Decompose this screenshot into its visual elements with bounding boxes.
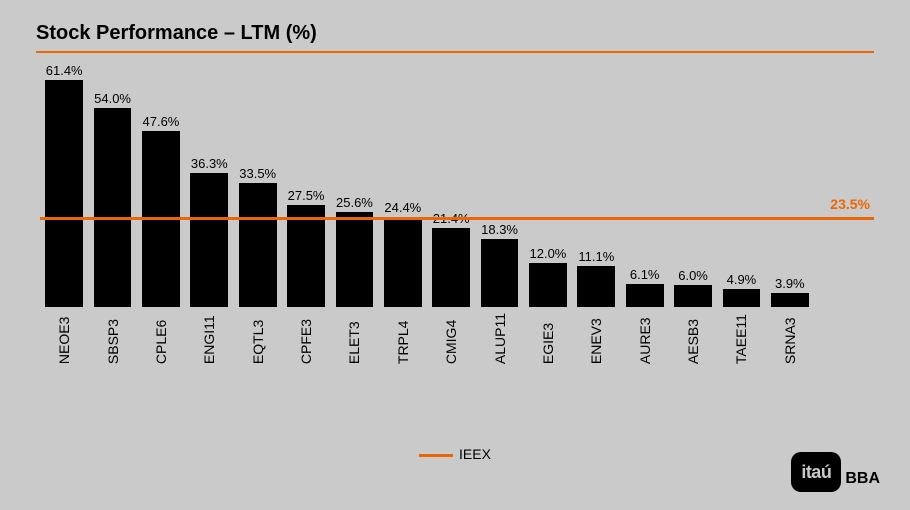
bar-value-label: 36.3% (191, 156, 228, 171)
bar-column: 21.4% (427, 211, 475, 307)
x-tick-label: ALUP11 (475, 313, 523, 364)
bar-column: 36.3% (185, 156, 233, 307)
bar-rect (481, 239, 519, 307)
title-underline (36, 51, 874, 53)
bar-value-label: 4.9% (727, 272, 757, 287)
bar-rect (432, 228, 470, 307)
chart-title: Stock Performance – LTM (%) (36, 22, 874, 45)
bar-column: 47.6% (137, 114, 185, 307)
x-tick-label: TRPL4 (379, 313, 427, 364)
chart-area: 61.4%54.0%47.6%36.3%33.5%27.5%25.6%24.4%… (36, 67, 874, 407)
x-tick-label: EQTL3 (234, 313, 282, 364)
x-tick-label: AESB3 (669, 313, 717, 364)
bar-value-label: 6.1% (630, 267, 660, 282)
brand-logo: itaú BBA (791, 452, 880, 492)
bar-column: 18.3% (475, 222, 523, 307)
x-axis-labels: NEOE3SBSP3CPLE6ENGI11EQTL3CPFE3ELET3TRPL… (40, 313, 814, 364)
bar-rect (771, 293, 809, 307)
bar-column: 12.0% (524, 246, 572, 307)
x-tick-label: CPFE3 (282, 313, 330, 364)
plot-region: 61.4%54.0%47.6%36.3%33.5%27.5%25.6%24.4%… (40, 67, 814, 307)
x-tick-label: NEOE3 (40, 313, 88, 364)
bar-value-label: 61.4% (46, 63, 83, 78)
brand-logo-suffix: BBA (845, 470, 880, 492)
bar-column: 11.1% (572, 249, 620, 307)
bar-column: 61.4% (40, 63, 88, 307)
bar-rect (529, 263, 567, 307)
x-tick-label: AURE3 (621, 313, 669, 364)
x-tick-label: EGIE3 (524, 313, 572, 364)
bar-value-label: 54.0% (94, 91, 131, 106)
bar-rect (336, 212, 374, 307)
bar-value-label: 12.0% (530, 246, 567, 261)
bar-rect (190, 173, 228, 307)
bar-column: 25.6% (330, 195, 378, 307)
bar-rect (239, 183, 277, 307)
x-tick-label: SRNA3 (766, 313, 814, 364)
x-tick-label: ENGI11 (185, 313, 233, 364)
bar-rect (723, 289, 761, 307)
bar-rect (577, 266, 615, 307)
x-tick-label: SBSP3 (88, 313, 136, 364)
bar-rect (287, 205, 325, 307)
bar-value-label: 11.1% (578, 249, 614, 264)
legend-label: IEEX (459, 446, 491, 462)
bar-value-label: 24.4% (384, 200, 421, 215)
bar-value-label: 27.5% (288, 188, 325, 203)
bar-value-label: 3.9% (775, 276, 805, 291)
brand-logo-box: itaú (791, 452, 841, 492)
bar-column: 54.0% (88, 91, 136, 307)
bar-rect (626, 284, 664, 307)
bar-column: 6.1% (621, 267, 669, 307)
x-tick-label: CMIG4 (427, 313, 475, 364)
bar-series: 61.4%54.0%47.6%36.3%33.5%27.5%25.6%24.4%… (40, 67, 814, 307)
legend-line-swatch (419, 454, 453, 457)
bar-column: 27.5% (282, 188, 330, 307)
x-tick-label: ELET3 (330, 313, 378, 364)
bar-value-label: 33.5% (239, 166, 276, 181)
bar-value-label: 18.3% (481, 222, 518, 237)
x-tick-label: CPLE6 (137, 313, 185, 364)
bar-rect (94, 108, 132, 307)
bar-column: 3.9% (766, 276, 814, 307)
bar-column: 4.9% (717, 272, 765, 307)
reference-line (40, 217, 874, 220)
bar-column: 24.4% (379, 200, 427, 307)
bar-rect (384, 217, 422, 307)
bar-value-label: 6.0% (678, 268, 708, 283)
x-tick-label: TAEE11 (717, 313, 765, 364)
bar-column: 33.5% (234, 166, 282, 307)
bar-rect (674, 285, 712, 307)
bar-rect (45, 80, 83, 307)
bar-value-label: 47.6% (143, 114, 180, 129)
bar-column: 6.0% (669, 268, 717, 307)
bar-value-label: 25.6% (336, 195, 373, 210)
x-tick-label: ENEV3 (572, 313, 620, 364)
reference-value-label: 23.5% (828, 196, 872, 212)
legend: IEEX (36, 446, 874, 462)
